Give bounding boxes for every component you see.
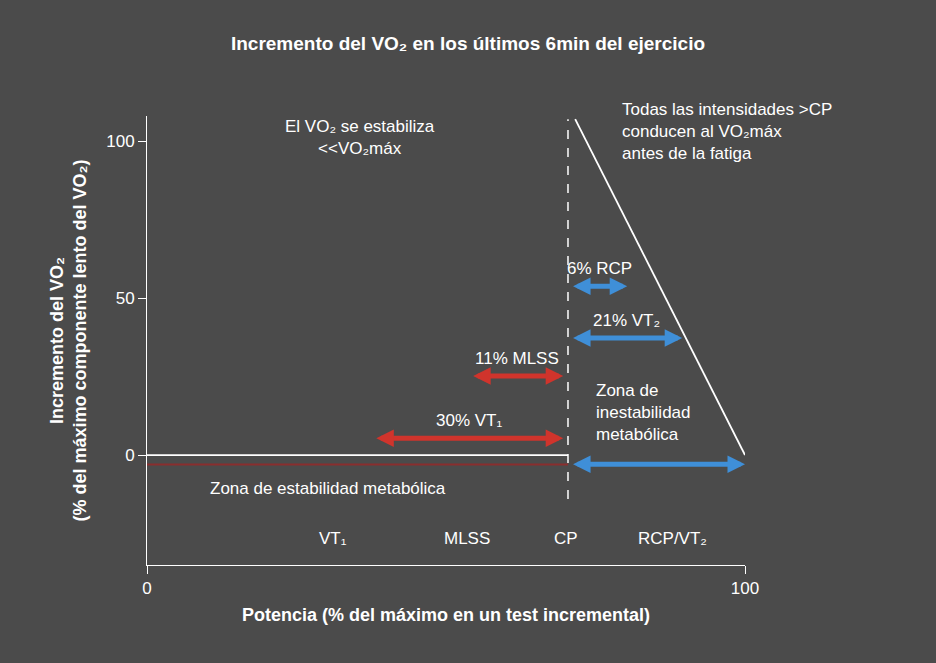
svg-text:50: 50 bbox=[116, 289, 135, 308]
svg-text:11% MLSS: 11% MLSS bbox=[475, 349, 559, 368]
svg-text:21% VT₂: 21% VT₂ bbox=[593, 311, 660, 330]
svg-text:MLSS: MLSS bbox=[444, 529, 490, 548]
svg-text:100: 100 bbox=[731, 579, 759, 598]
svg-text:RCP/VT₂: RCP/VT₂ bbox=[638, 529, 707, 548]
svg-text:30% VT₁: 30% VT₁ bbox=[436, 411, 502, 430]
svg-text:Todas las intensidades >CPcond: Todas las intensidades >CPconducen al VO… bbox=[622, 100, 832, 163]
svg-text:100: 100 bbox=[106, 132, 134, 151]
svg-text:Zona de estabilidad metabólica: Zona de estabilidad metabólica bbox=[210, 479, 446, 498]
svg-text:VT₁: VT₁ bbox=[319, 529, 347, 548]
svg-text:0: 0 bbox=[125, 446, 134, 465]
svg-text:6% RCP: 6% RCP bbox=[567, 259, 632, 278]
svg-text:0: 0 bbox=[142, 579, 151, 598]
svg-text:Potencia (% del máximo en un t: Potencia (% del máximo en un test increm… bbox=[242, 605, 650, 625]
svg-text:Incremento del VO₂(% del máxim: Incremento del VO₂(% del máximo componen… bbox=[47, 159, 90, 521]
svg-text:Zona deinestabilidadmetabólica: Zona deinestabilidadmetabólica bbox=[596, 381, 691, 444]
svg-text:Incremento del VO₂ en los últi: Incremento del VO₂ en los últimos 6min d… bbox=[231, 33, 705, 54]
svg-text:El VO₂ se estabiliza<<VO₂máx: El VO₂ se estabiliza<<VO₂máx bbox=[285, 117, 435, 158]
svg-text:CP: CP bbox=[554, 529, 578, 548]
